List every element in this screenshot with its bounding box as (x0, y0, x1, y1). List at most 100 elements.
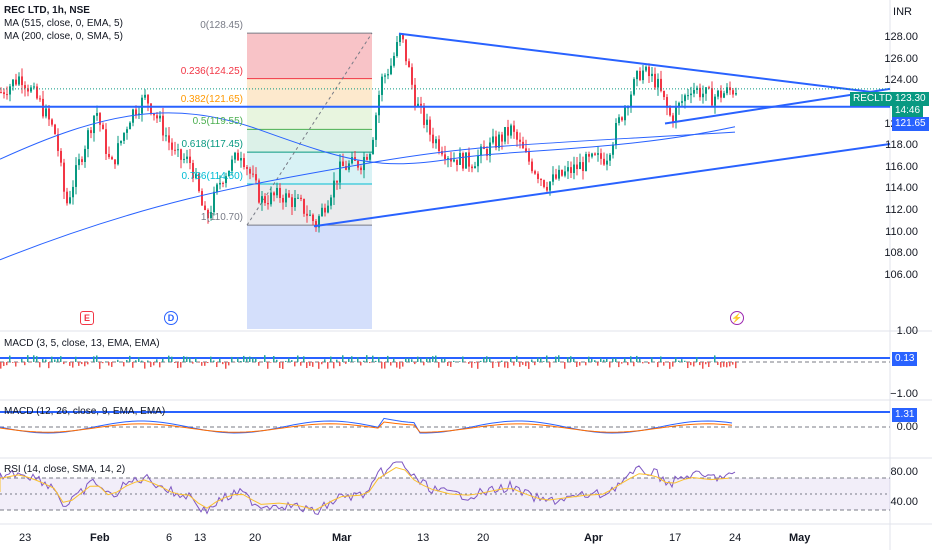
macd1-bar (564, 362, 566, 369)
candle-body (321, 207, 323, 217)
macd1-bar (657, 362, 659, 368)
macd1-bar (432, 356, 434, 362)
candle-body (651, 73, 653, 77)
macd1-bar (306, 362, 308, 369)
macd1-bar (198, 362, 200, 363)
candle-body (417, 103, 419, 107)
candle-body (381, 76, 383, 95)
macd1-bar (390, 362, 392, 366)
candle-body (618, 117, 620, 124)
candle-body (456, 159, 458, 165)
macd1-bar (144, 362, 146, 369)
candle-body (465, 152, 467, 169)
rsi-axis-bottom: 40.00 (890, 496, 918, 508)
macd1-bar (480, 360, 482, 362)
macd1-bar (600, 358, 602, 362)
candle-body (339, 161, 341, 183)
candle-body (480, 146, 482, 156)
macd1-bar (678, 360, 680, 362)
candle-body (603, 158, 605, 165)
macd1-bar (492, 362, 494, 369)
candle-body (357, 160, 359, 168)
macd1-bar (69, 362, 71, 366)
candle-body (531, 161, 533, 172)
macd1-bar (534, 362, 536, 366)
candle-body (375, 115, 377, 140)
candle-body (189, 156, 191, 164)
macd1-bar (447, 362, 449, 366)
macd1-bar (639, 358, 641, 362)
candle-body (699, 87, 701, 98)
candle-body (660, 78, 662, 91)
macd1-bar (723, 362, 725, 367)
candle-body (180, 149, 182, 160)
macd1-bar (363, 360, 365, 362)
ma-200-legend[interactable]: MA (200, close, 0, SMA, 5) (4, 31, 123, 42)
macd1-bar (387, 355, 389, 362)
lower-trendline (313, 143, 891, 228)
macd1-value-badge: 0.13 (892, 352, 918, 366)
macd1-bar (372, 355, 374, 362)
candle-body (642, 70, 644, 81)
candle-body (120, 140, 122, 144)
macd1-bar (396, 362, 398, 368)
macd1-legend[interactable]: MACD (3, 5, close, 13, EMA, EMA) (4, 338, 160, 349)
candle-body (549, 181, 551, 191)
candle-body (654, 73, 656, 88)
currency-label: INR (893, 6, 912, 18)
candle-body (93, 115, 95, 134)
macd1-bar (549, 362, 551, 368)
candle-body (429, 119, 431, 135)
candle-body (45, 108, 47, 117)
candle-body (411, 67, 413, 85)
candle-body (39, 98, 41, 100)
candle-body (585, 154, 587, 172)
macd1-bar (237, 357, 239, 362)
candle-body (213, 191, 215, 213)
candle-body (327, 205, 329, 213)
rsi-legend[interactable]: RSI (14, close, SMA, 14, 2) (4, 464, 126, 475)
macd1-bar (195, 357, 197, 362)
candle-body (387, 74, 389, 76)
macd1-bar (258, 362, 260, 366)
macd1-bar (246, 357, 248, 362)
macd2-legend[interactable]: MACD (12, 26, close, 9, EMA, EMA) (4, 406, 166, 417)
earnings-event-icon[interactable]: E (80, 311, 94, 325)
macd1-bar (210, 356, 212, 362)
split-event-icon[interactable]: ⚡ (730, 311, 744, 325)
candle-body (471, 166, 473, 169)
candle-body (195, 173, 197, 179)
macd1-bar (207, 362, 209, 364)
macd1-bar (48, 362, 50, 369)
dividend-event-icon[interactable]: D (164, 311, 178, 325)
macd1-bar (216, 362, 218, 368)
candle-body (186, 156, 188, 159)
candle-body (24, 85, 26, 89)
macd1-bar (504, 362, 506, 368)
candle-body (447, 158, 449, 160)
macd1-bar (312, 362, 314, 367)
macd1-bar (81, 362, 83, 365)
ma-515-legend[interactable]: MA (515, close, 0, EMA, 5) (4, 18, 123, 29)
macd1-bar (606, 358, 608, 362)
candle-body (84, 148, 86, 162)
candle-body (252, 173, 254, 175)
symbol-title[interactable]: REC LTD, 1h, NSE (4, 5, 90, 16)
candle-body (126, 129, 128, 133)
macd1-bar (342, 355, 344, 362)
macd1-bar (273, 356, 275, 362)
macd1-bar (345, 362, 347, 364)
macd1-bar (321, 362, 323, 365)
candle-body (546, 186, 548, 191)
candle-body (690, 93, 692, 96)
candle-body (246, 167, 248, 169)
macd1-bar (3, 362, 5, 367)
candle-body (477, 155, 479, 167)
macd1-bar (417, 356, 419, 362)
macd1-bar (87, 362, 89, 365)
candle-body (366, 156, 368, 160)
macd1-bar (123, 362, 125, 367)
macd1-bar (420, 358, 422, 362)
